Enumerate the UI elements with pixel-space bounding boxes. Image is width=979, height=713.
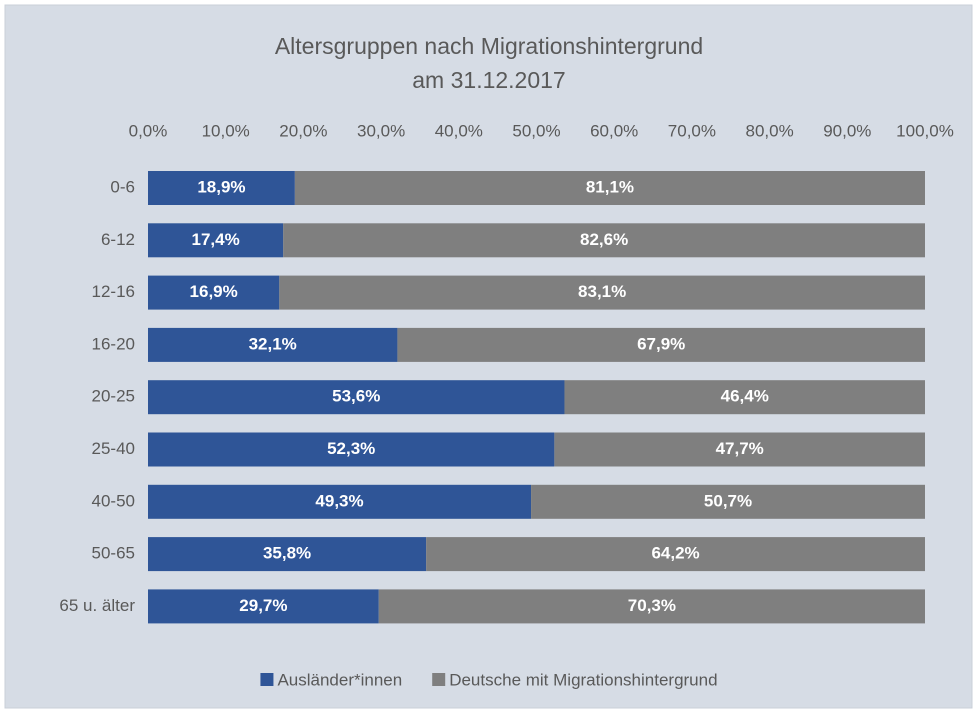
y-tick-label: 25-40 (92, 439, 135, 458)
bar-segment (279, 275, 925, 310)
x-tick-label: 20,0% (279, 121, 327, 140)
y-tick-label: 6-12 (101, 230, 135, 249)
data-label: 49,3% (315, 491, 363, 510)
x-tick-label: 30,0% (357, 121, 405, 140)
bar-segment (397, 327, 925, 362)
bar-segment (283, 223, 925, 258)
data-label: 47,7% (716, 439, 764, 458)
x-tick-label: 70,0% (668, 121, 716, 140)
data-label: 17,4% (191, 230, 239, 249)
chart-title: Altersgruppen nach Migrationshintergrund (275, 33, 703, 59)
bar-segment (148, 171, 295, 205)
data-label: 82,6% (580, 230, 628, 249)
data-label: 52,3% (327, 439, 375, 458)
bar-segment (148, 589, 379, 624)
legend-swatch (260, 673, 274, 686)
x-tick-label: 0,0% (129, 121, 168, 140)
x-tick-label: 50,0% (512, 121, 560, 140)
bar-segment (426, 537, 925, 572)
bar-segment (148, 327, 398, 362)
x-tick-label: 40,0% (435, 121, 483, 140)
bar-segment (148, 223, 284, 258)
data-label: 64,2% (651, 544, 699, 563)
bar-segment (148, 432, 555, 467)
bar-segment (531, 484, 925, 519)
y-tick-label: 20-25 (92, 387, 135, 406)
data-label: 35,8% (263, 544, 311, 563)
bar-segment (148, 275, 280, 310)
data-label: 81,1% (586, 177, 634, 196)
y-tick-label: 16-20 (92, 334, 135, 353)
bar-segment (564, 380, 925, 415)
bar-segment (148, 537, 427, 572)
y-tick-label: 0-6 (110, 177, 135, 196)
data-label: 29,7% (239, 596, 287, 615)
y-tick-label: 65 u. älter (59, 596, 135, 615)
y-tick-label: 40-50 (92, 491, 135, 510)
data-label: 32,1% (249, 334, 297, 353)
bar-segment (148, 484, 532, 519)
data-label: 18,9% (197, 177, 245, 196)
x-tick-label: 100,0% (896, 121, 954, 140)
data-label: 53,6% (332, 387, 380, 406)
y-tick-label: 12-16 (92, 282, 135, 301)
bar-segment (378, 589, 925, 624)
x-tick-label: 10,0% (202, 121, 250, 140)
bar-segment (148, 380, 565, 415)
legend-label: Ausländer*innen (277, 670, 402, 689)
legend-swatch (432, 673, 446, 686)
bar-segment (294, 171, 925, 205)
data-label: 46,4% (721, 387, 769, 406)
data-label: 67,9% (637, 334, 685, 353)
data-label: 50,7% (704, 491, 752, 510)
chart-subtitle: am 31.12.2017 (412, 67, 565, 93)
y-tick-label: 50-65 (92, 544, 135, 563)
data-label: 70,3% (628, 596, 676, 615)
x-tick-label: 80,0% (745, 121, 793, 140)
data-label: 83,1% (578, 282, 626, 301)
legend-label: Deutsche mit Migrationshintergrund (449, 670, 717, 689)
bar-segment (554, 432, 925, 467)
data-label: 16,9% (190, 282, 238, 301)
x-tick-label: 60,0% (590, 121, 638, 140)
x-tick-label: 90,0% (823, 121, 871, 140)
